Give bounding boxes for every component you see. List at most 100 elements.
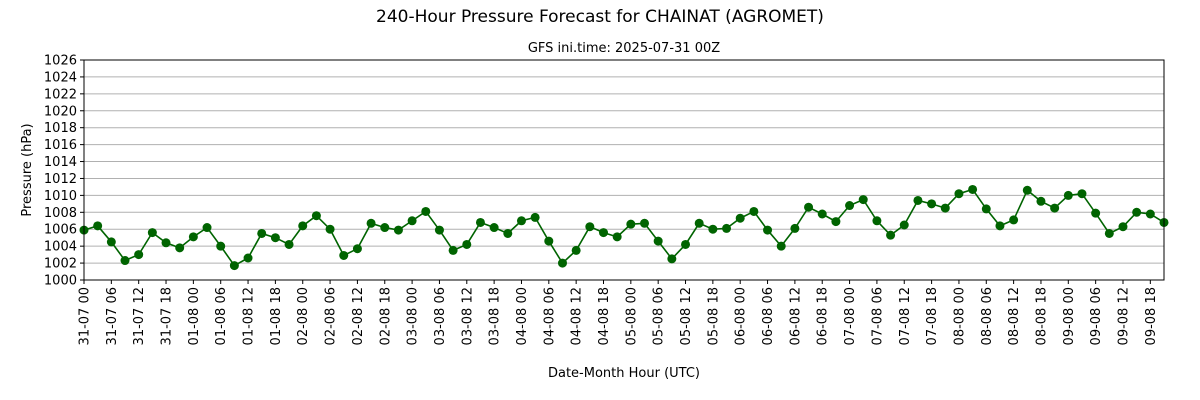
- x-tick-label: 05-08 06: [652, 287, 667, 345]
- data-point: [886, 230, 896, 240]
- x-tick-label: 04-08 12: [570, 287, 585, 345]
- data-point: [1145, 209, 1155, 219]
- data-point: [845, 201, 855, 211]
- data-point: [257, 228, 267, 238]
- data-point: [954, 189, 964, 199]
- data-point: [366, 218, 376, 228]
- x-tick-label: 04-08 00: [515, 287, 530, 345]
- x-tick-label: 03-08 00: [406, 287, 421, 345]
- data-point: [640, 218, 650, 228]
- y-tick-label: 1022: [44, 87, 77, 102]
- x-tick-label: 06-08 00: [734, 287, 749, 345]
- data-point: [722, 223, 732, 233]
- data-point: [298, 221, 308, 231]
- data-point: [817, 209, 827, 219]
- x-tick-label: 06-08 06: [761, 287, 776, 345]
- data-point: [120, 256, 130, 266]
- data-point: [175, 243, 185, 253]
- x-axis-label: Date-Month Hour (UTC): [548, 366, 700, 381]
- data-point: [598, 228, 608, 238]
- data-point: [1036, 196, 1046, 206]
- data-point: [188, 232, 198, 242]
- x-tick-label: 04-08 18: [597, 287, 612, 345]
- y-tick-label: 1008: [44, 206, 77, 221]
- data-point: [927, 199, 937, 209]
- data-point: [913, 195, 923, 205]
- plot-frame: [83, 59, 1165, 281]
- data-point: [831, 217, 841, 227]
- x-tick-label: 09-08 00: [1062, 287, 1077, 345]
- data-point: [1022, 185, 1032, 195]
- data-point: [434, 225, 444, 235]
- data-point: [243, 253, 253, 263]
- x-tick-label: 08-08 18: [1034, 287, 1049, 345]
- y-tick-label: 1014: [44, 155, 77, 170]
- y-tick-label: 1018: [44, 121, 77, 136]
- data-point: [1132, 207, 1142, 217]
- data-point: [311, 211, 321, 221]
- y-axis-ticks: 1000 1002 1004 1006 1008 1010 1012 1014 1016 1018…: [44, 54, 84, 289]
- data-point: [968, 184, 978, 194]
- x-tick-label: 02-08 12: [351, 287, 366, 345]
- data-point: [352, 244, 362, 254]
- x-tick-label: 06-08 12: [788, 287, 803, 345]
- data-point: [380, 223, 390, 233]
- data-point: [940, 203, 950, 213]
- data-point: [804, 202, 814, 212]
- data-point: [325, 224, 335, 234]
- data-point: [790, 223, 800, 233]
- chart-subtitle: GFS ini.time: 2025-07-31 00Z: [528, 41, 720, 56]
- x-axis-ticks: 31-07 00 31-07 06 31-07 12 31-07 18 01-08 00…: [78, 280, 1159, 345]
- data-point: [1063, 190, 1073, 200]
- data-point: [544, 236, 554, 246]
- data-point: [475, 217, 485, 227]
- data-point: [1118, 222, 1128, 232]
- y-tick-label: 1004: [44, 240, 77, 255]
- x-tick-label: 03-08 12: [460, 287, 475, 345]
- data-point: [571, 245, 581, 255]
- y-axis-label: Pressure (hPa): [20, 123, 35, 216]
- x-tick-label: 31-07 00: [78, 287, 93, 345]
- data-point: [147, 228, 157, 238]
- x-tick-label: 08-08 06: [980, 287, 995, 345]
- y-tick-label: 1026: [44, 54, 77, 69]
- data-point: [516, 216, 526, 226]
- data-point: [216, 241, 226, 251]
- x-tick-label: 05-08 18: [706, 287, 721, 345]
- y-tick-label: 1012: [44, 172, 77, 187]
- x-tick-label: 07-08 00: [843, 287, 858, 345]
- data-point: [981, 204, 991, 214]
- data-point: [585, 222, 595, 232]
- x-tick-label: 03-08 18: [488, 287, 503, 345]
- data-point: [612, 232, 622, 242]
- data-point: [270, 233, 280, 243]
- data-point: [106, 237, 116, 247]
- data-point: [1091, 208, 1101, 218]
- x-tick-label: 31-07 12: [132, 287, 147, 345]
- data-point: [653, 236, 663, 246]
- x-tick-label: 02-08 18: [378, 287, 393, 345]
- data-point: [161, 238, 171, 248]
- x-tick-label: 09-08 12: [1116, 287, 1131, 345]
- data-point: [626, 219, 636, 229]
- x-tick-label: 09-08 06: [1089, 287, 1104, 345]
- data-point: [1077, 189, 1087, 199]
- data-point: [681, 239, 691, 249]
- x-tick-label: 08-08 12: [1007, 287, 1022, 345]
- x-tick-label: 01-08 18: [269, 287, 284, 345]
- data-point: [872, 216, 882, 226]
- data-point: [202, 223, 212, 233]
- data-point: [694, 218, 704, 228]
- x-tick-label: 02-08 06: [324, 287, 339, 345]
- data-point: [995, 221, 1005, 231]
- data-point: [749, 206, 759, 216]
- y-tick-label: 1016: [44, 138, 77, 153]
- data-point: [489, 223, 499, 233]
- y-tick-label: 1002: [44, 257, 77, 272]
- data-point: [421, 206, 431, 216]
- data-point: [448, 245, 458, 255]
- x-tick-label: 01-08 06: [214, 287, 229, 345]
- x-tick-label: 07-08 18: [925, 287, 940, 345]
- data-point: [667, 254, 677, 264]
